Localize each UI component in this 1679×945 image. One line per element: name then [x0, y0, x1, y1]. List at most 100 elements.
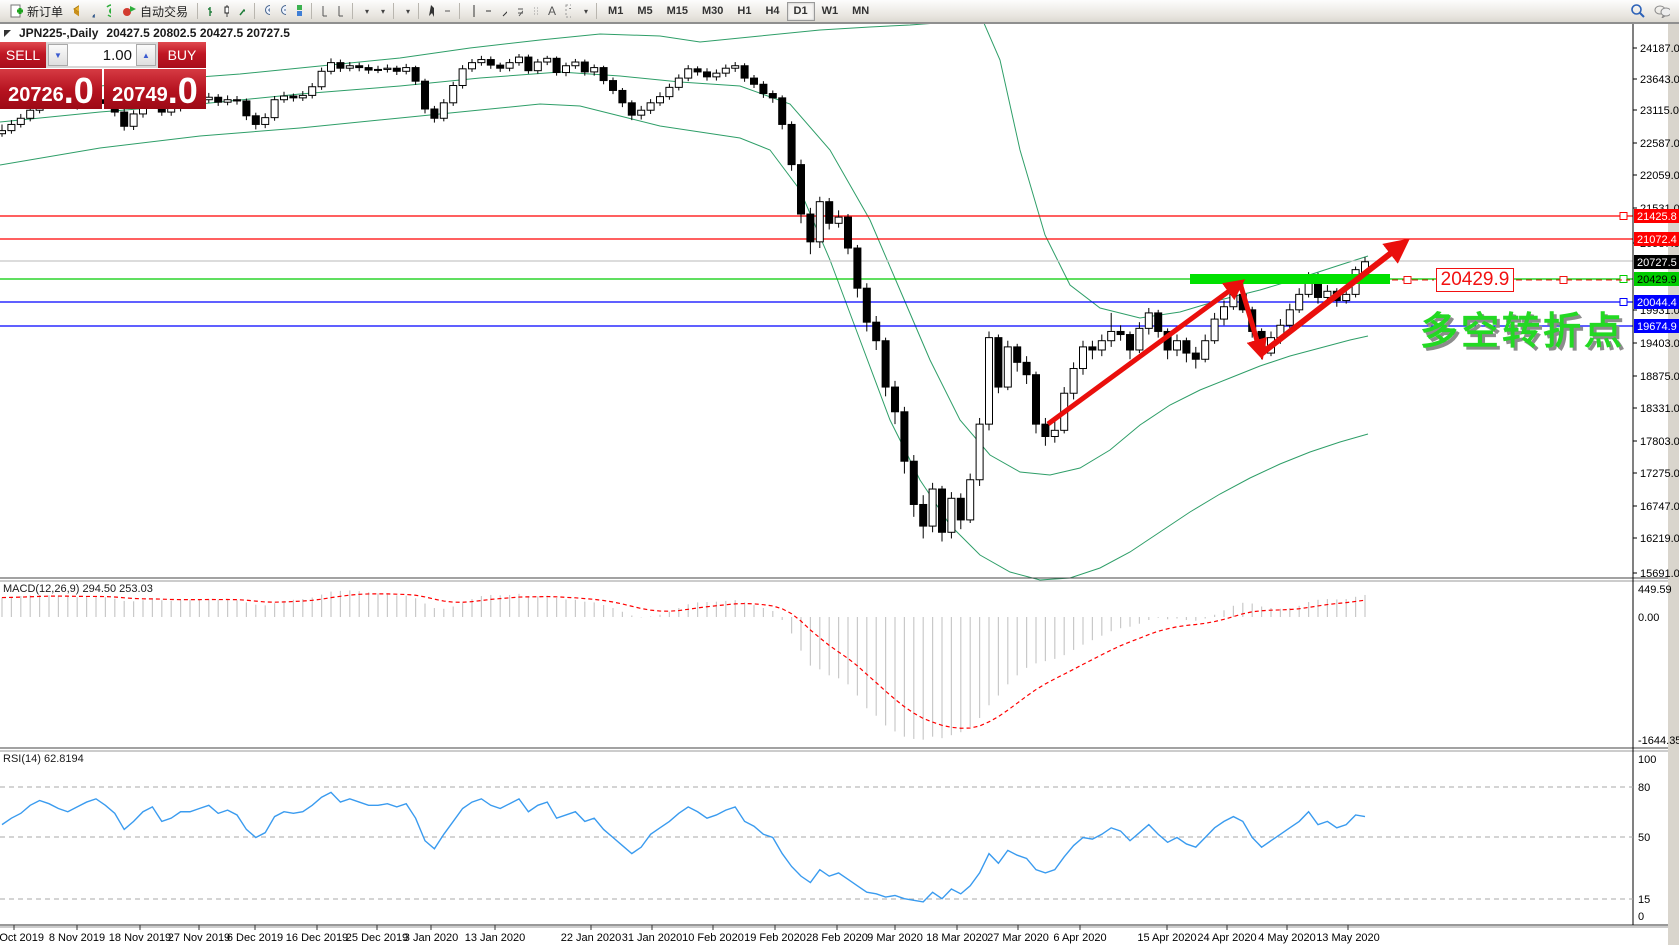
- svg-text:10 Feb 2020: 10 Feb 2020: [682, 932, 744, 944]
- price-axis[interactable]: 24187.023643.023115.022587.022059.021531…: [1633, 43, 1679, 580]
- candle-chart-icon[interactable]: [218, 3, 234, 19]
- svg-text:20727.5: 20727.5: [1637, 257, 1677, 269]
- svg-text:30 Oct 2019: 30 Oct 2019: [0, 932, 44, 944]
- autotrade-icon: [121, 3, 137, 19]
- chart-shift-icon[interactable]: [332, 3, 348, 19]
- auto-trading-label: 自动交易: [140, 4, 189, 19]
- svg-text:24 Apr 2020: 24 Apr 2020: [1197, 932, 1256, 944]
- tf-h1[interactable]: H1: [737, 5, 752, 17]
- crosshair-icon[interactable]: [439, 3, 455, 19]
- vline-icon[interactable]: [464, 3, 480, 19]
- indicators-icon[interactable]: ▾: [398, 3, 414, 19]
- svg-text:21425.8: 21425.8: [1637, 211, 1677, 223]
- zoom-out-icon[interactable]: [275, 3, 291, 19]
- volume-value[interactable]: 1.00: [102, 46, 132, 64]
- one-click-arrow-icon[interactable]: [4, 29, 11, 37]
- svg-text:18331.0: 18331.0: [1640, 403, 1679, 415]
- svg-text:16219.0: 16219.0: [1640, 533, 1679, 545]
- buy-price-button[interactable]: 20749 .0: [104, 69, 206, 109]
- band-middle: [0, 71, 1369, 476]
- zoom-in-icon[interactable]: [259, 3, 275, 19]
- tf-m1[interactable]: M1: [608, 5, 624, 17]
- svg-text:80: 80: [1638, 782, 1650, 794]
- toolbar-separator: [596, 3, 598, 19]
- svg-text:19403.0: 19403.0: [1640, 338, 1679, 350]
- rsi-pane: 100 80 50 15 0: [0, 754, 1656, 923]
- cycles-icon[interactable]: F: [528, 3, 544, 19]
- buy-button[interactable]: BUY: [158, 42, 206, 68]
- tf-m30[interactable]: M30: [702, 5, 724, 17]
- svg-text:22059.0: 22059.0: [1640, 170, 1679, 182]
- trendline-icon[interactable]: [496, 3, 512, 19]
- svg-text:15: 15: [1638, 894, 1650, 906]
- terminal-user-icon[interactable]: [84, 3, 100, 19]
- one-click-trade-panel: SELL ▼ 1.00 ▲ BUY 20726 .0 20749 .0: [0, 42, 206, 109]
- scroll-end-icon[interactable]: [316, 3, 332, 19]
- tf-w1[interactable]: W1: [821, 5, 839, 17]
- volume-input[interactable]: ▼ 1.00 ▲: [46, 42, 158, 68]
- svg-text:4 May 2020: 4 May 2020: [1258, 932, 1315, 944]
- svg-text:24187.0: 24187.0: [1640, 43, 1679, 55]
- svg-text:6 Dec 2019: 6 Dec 2019: [227, 932, 283, 944]
- svg-text:25 Dec 2019: 25 Dec 2019: [346, 932, 408, 944]
- svg-text:3 Jan 2020: 3 Jan 2020: [404, 932, 458, 944]
- rsi-label: RSI(14) 62.8194: [3, 753, 84, 765]
- svg-text:19674.9: 19674.9: [1637, 321, 1677, 333]
- new-order-label: 新订单: [27, 4, 64, 19]
- chart-symbol: JPN225-,Daily: [19, 26, 99, 40]
- search-icon[interactable]: [1630, 3, 1646, 19]
- toolbar-separator: [197, 3, 199, 19]
- svg-text:16 Dec 2019: 16 Dec 2019: [286, 932, 348, 944]
- buy-price-decimal: .0: [167, 70, 198, 111]
- auto-trading-button[interactable]: 自动交易: [116, 1, 193, 21]
- tf-m5[interactable]: M5: [637, 5, 653, 17]
- sell-button[interactable]: SELL: [0, 42, 46, 68]
- sell-price-button[interactable]: 20726 .0: [0, 69, 102, 109]
- svg-text:100: 100: [1638, 754, 1656, 766]
- new-order-button[interactable]: 新订单: [3, 1, 68, 21]
- shapes-icon[interactable]: ▾: [576, 3, 592, 19]
- volume-down-button[interactable]: ▼: [48, 44, 68, 66]
- add-template-icon[interactable]: ▾: [357, 3, 373, 19]
- svg-text:20044.4: 20044.4: [1637, 297, 1677, 309]
- chart-canvas[interactable]: 24187.023643.023115.022587.022059.021531…: [0, 23, 1679, 945]
- tf-m15[interactable]: M15: [666, 5, 688, 17]
- text-icon[interactable]: A: [548, 4, 557, 18]
- sell-price-decimal: .0: [63, 70, 94, 111]
- volume-up-button[interactable]: ▲: [136, 44, 156, 66]
- tf-mn[interactable]: MN: [852, 5, 870, 17]
- pane-borders: [0, 23, 1679, 945]
- svg-text:0.00: 0.00: [1638, 612, 1659, 624]
- chat-icon[interactable]: [1654, 3, 1670, 19]
- resistance-zone[interactable]: [1190, 274, 1390, 284]
- svg-text:-1644.35: -1644.35: [1638, 735, 1679, 747]
- tf-h4[interactable]: H4: [765, 5, 780, 17]
- sell-price-main: 20726: [8, 84, 64, 106]
- svg-text:18 Mar 2020: 18 Mar 2020: [926, 932, 988, 944]
- svg-text:19 Feb 2020: 19 Feb 2020: [744, 932, 806, 944]
- clock-icon[interactable]: ▾: [373, 3, 389, 19]
- label-icon[interactable]: T: [560, 3, 576, 19]
- turning-point-text[interactable]: 多空转折点: [1420, 311, 1626, 353]
- svg-text:31 Jan 2020: 31 Jan 2020: [622, 932, 683, 944]
- trend-arrows[interactable]: [1046, 238, 1410, 427]
- bollinger-bands: [0, 23, 1369, 581]
- svg-text:21072.4: 21072.4: [1637, 234, 1677, 246]
- bar-chart-icon[interactable]: [202, 3, 218, 19]
- cube-icon[interactable]: [68, 3, 84, 19]
- tile-windows-icon[interactable]: [291, 3, 307, 19]
- signal-icon[interactable]: [100, 3, 116, 19]
- svg-text:8 Nov 2019: 8 Nov 2019: [49, 932, 105, 944]
- buy-price-main: 20749: [112, 84, 168, 106]
- cursor-icon[interactable]: [423, 3, 439, 19]
- hline-icon[interactable]: [480, 3, 496, 19]
- tf-d1[interactable]: D1: [786, 1, 815, 21]
- line-chart-icon[interactable]: [234, 3, 250, 19]
- svg-text:16747.0: 16747.0: [1640, 501, 1679, 513]
- svg-text:18 Nov 2019: 18 Nov 2019: [109, 932, 171, 944]
- breakout-price-label[interactable]: 20429.9: [1436, 268, 1514, 292]
- svg-text:22 Jan 2020: 22 Jan 2020: [561, 932, 622, 944]
- fibo-icon[interactable]: E: [512, 3, 528, 19]
